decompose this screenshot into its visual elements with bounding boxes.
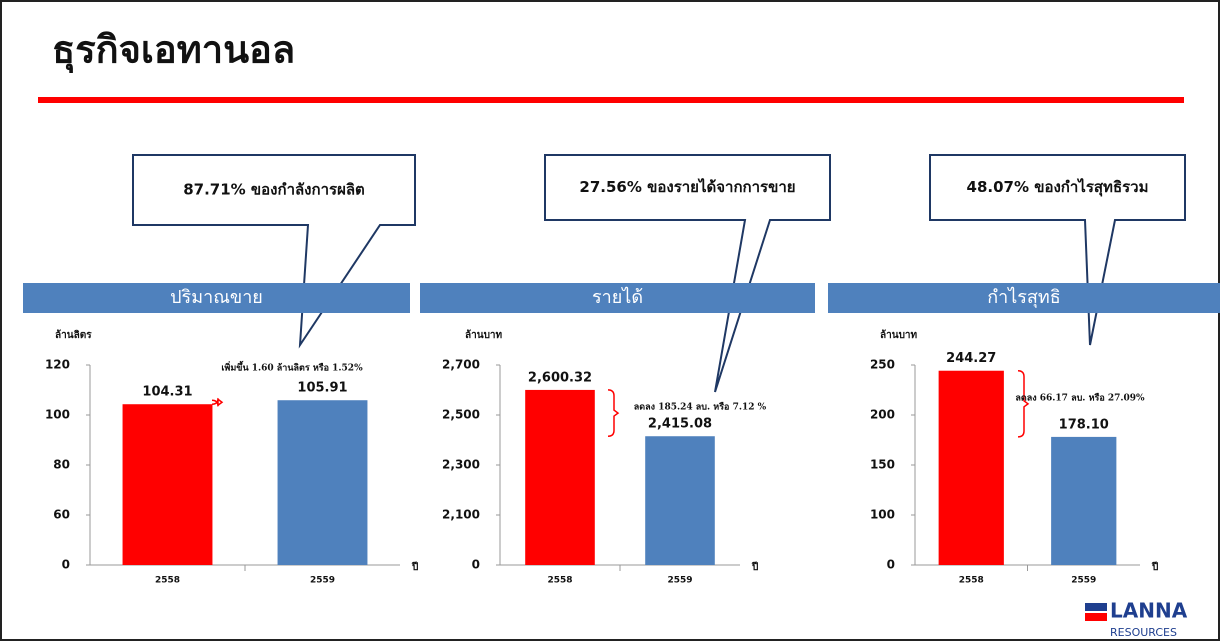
x-tick-label: 2559 [310,576,335,586]
y-tick-label: 0 [887,558,895,572]
x-axis-label: ปี [751,561,758,573]
y-axis-label: ล้านบาท [880,329,918,341]
logo-mark [1085,603,1107,611]
value-label: 2,600.32 [528,370,592,385]
section-header [828,283,1220,313]
y-axis-label: ล้านลิตร [55,329,92,341]
value-label: 178.10 [1059,417,1109,432]
x-tick-label: 2558 [959,576,984,586]
bar [938,370,1004,565]
logo-name: LANNA [1110,599,1188,623]
value-label: 244.27 [946,351,996,366]
change-annotation: เพิ่มขึ้น 1.60 ล้านลิตร หรือ 1.52% [221,361,363,374]
x-tick-label: 2558 [155,576,180,586]
change-bracket [211,397,224,407]
callout-box [929,154,1186,346]
y-axis-label: ล้านบาท [465,329,503,341]
y-tick-label: 2,100 [442,508,480,522]
value-label: 2,415.08 [648,417,712,432]
bar [277,400,368,565]
logo-mark [1085,613,1107,621]
x-tick-label: 2559 [1071,576,1096,586]
section-header [420,283,815,313]
change-annotation: ลดลง 185.24 ลบ. หรือ 7.12 % [634,401,767,413]
y-tick-label: 2,500 [442,408,480,422]
change-bracket [1017,369,1030,438]
value-label: 104.31 [142,385,192,400]
section-header-text: กำไรสุทธิ [987,286,1061,308]
bar [1051,436,1117,565]
y-tick-label: 150 [870,458,895,472]
y-tick-label: 100 [45,408,70,422]
slide-title: ธุรกิจเอทานอล [52,28,295,74]
y-tick-label: 100 [870,508,895,522]
change-annotation: ลดลง 66.17 ลบ. หรือ 27.09% [1015,392,1145,404]
bar [645,436,715,565]
x-axis-label: ปี [411,561,418,573]
y-tick-label: 60 [53,508,70,522]
x-tick-label: 2558 [547,576,572,586]
section-header-text: รายได้ [592,286,643,308]
y-tick-label: 2,300 [442,458,480,472]
title-rule [38,97,1184,103]
bar [525,389,595,565]
change-bracket [607,389,620,437]
y-tick-label: 80 [53,458,70,472]
y-tick-label: 2,700 [442,358,480,372]
callout-text: 27.56% ของรายได้จากการขาย [579,177,795,196]
section-header-text: ปริมาณขาย [170,287,263,308]
x-axis-label: ปี [1151,561,1158,573]
y-tick-label: 250 [870,358,895,372]
callout-text: 87.71% ของกำลังการผลิต [183,181,365,199]
y-tick-label: 0 [62,558,70,572]
y-tick-label: 0 [472,558,480,572]
value-label: 105.91 [297,381,347,396]
x-tick-label: 2559 [667,576,692,586]
y-tick-label: 120 [45,358,70,372]
callout-text: 48.07% ของกำไรสุทธิรวม [967,177,1149,197]
bar [122,404,213,565]
section-header [23,283,410,313]
y-tick-label: 200 [870,408,895,422]
logo-sub: RESOURCES [1110,626,1177,639]
